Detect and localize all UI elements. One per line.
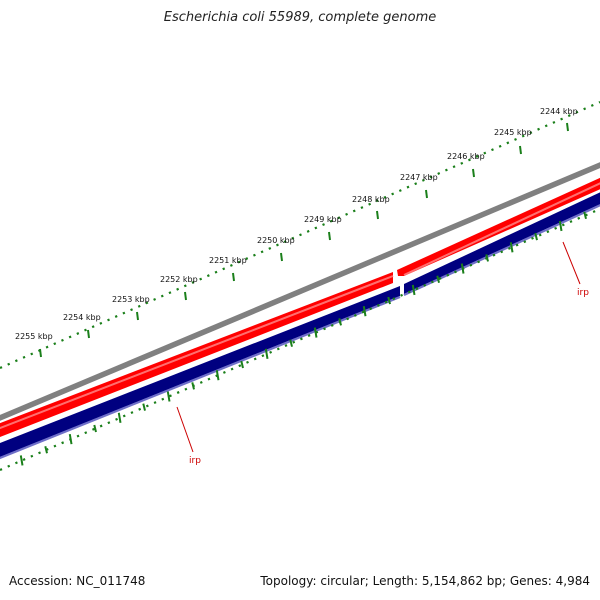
outer-major-tick (376, 210, 379, 220)
forward-gene-arrow (397, 177, 600, 276)
inner-tick (362, 306, 367, 317)
ruler-label: 2255 kbp (15, 332, 53, 341)
inner-tick (313, 327, 318, 338)
outer-major-tick (566, 122, 569, 132)
feature-leader-forward (562, 241, 581, 285)
feature-leader-reverse (176, 406, 194, 453)
inner-tick (215, 370, 220, 381)
inner-tick (387, 296, 391, 305)
inner-tick (68, 433, 73, 445)
ruler-label: 2250 kbp (257, 236, 295, 245)
outer-major-tick (232, 272, 235, 282)
inner-tick (93, 424, 97, 433)
inner-tick (534, 232, 538, 241)
map-title: Escherichia coli 55989, complete genome (163, 10, 437, 25)
forward-gene-highlight-2 (403, 182, 600, 276)
reverse-gene-block (0, 286, 400, 457)
inner-tick (338, 318, 342, 326)
outer-major-tick (39, 348, 42, 358)
ruler-label: 2249 kbp (304, 215, 342, 224)
inner-ruler-dots (0, 207, 600, 472)
inner-tick (558, 220, 563, 232)
accession-text: Accession: NC_011748 (9, 574, 146, 588)
inner-tick (264, 348, 269, 360)
ruler-label: 2248 kbp (352, 195, 390, 204)
inner-tick (240, 360, 244, 369)
inner-tick (411, 284, 416, 296)
outer-ruler-ticks (39, 122, 569, 358)
outer-major-tick (519, 145, 522, 155)
inner-tick (583, 211, 587, 220)
inner-tick (191, 382, 195, 390)
inner-tick (509, 242, 514, 253)
outer-major-tick (136, 311, 139, 321)
feature-label-irp-reverse: irp (189, 456, 201, 466)
ruler-label: 2253 kbp (112, 295, 150, 304)
outer-major-tick (425, 189, 428, 199)
feature-label-irp-forward: irp (577, 288, 589, 298)
inner-tick (44, 446, 48, 454)
ruler-labels: 2244 kbp 2245 kbp 2246 kbp 2247 kbp 2248 kbp… (15, 107, 578, 341)
inner-tick (485, 254, 489, 262)
outer-ruler-dots (0, 100, 600, 370)
summary-text: Topology: circular; Length: 5,154,862 bp… (260, 574, 590, 588)
genome-backbone (0, 162, 600, 421)
inner-tick (166, 391, 171, 402)
reverse-gene-arrow (404, 192, 600, 294)
ruler-label: 2254 kbp (63, 313, 101, 322)
forward-gene-block (0, 272, 393, 438)
inner-tick (436, 275, 440, 283)
inner-tick (460, 263, 465, 274)
ruler-label: 2247 kbp (400, 173, 438, 182)
ruler-label: 2244 kbp (540, 107, 578, 116)
inner-tick (19, 455, 24, 466)
ruler-label: 2246 kbp (447, 152, 485, 161)
inner-ruler-ticks (19, 211, 587, 466)
ruler-label: 2251 kbp (209, 256, 247, 265)
outer-major-tick (280, 252, 283, 262)
outer-major-tick (472, 168, 475, 178)
outer-major-tick (184, 291, 187, 301)
inner-tick (289, 339, 293, 347)
outer-major-tick (87, 329, 90, 339)
inner-tick (142, 403, 146, 411)
ruler-label: 2245 kbp (494, 128, 532, 137)
forward-gene-highlight (0, 275, 394, 430)
outer-major-tick (328, 231, 331, 241)
inner-tick (117, 412, 122, 423)
ruler-label: 2252 kbp (160, 275, 198, 284)
